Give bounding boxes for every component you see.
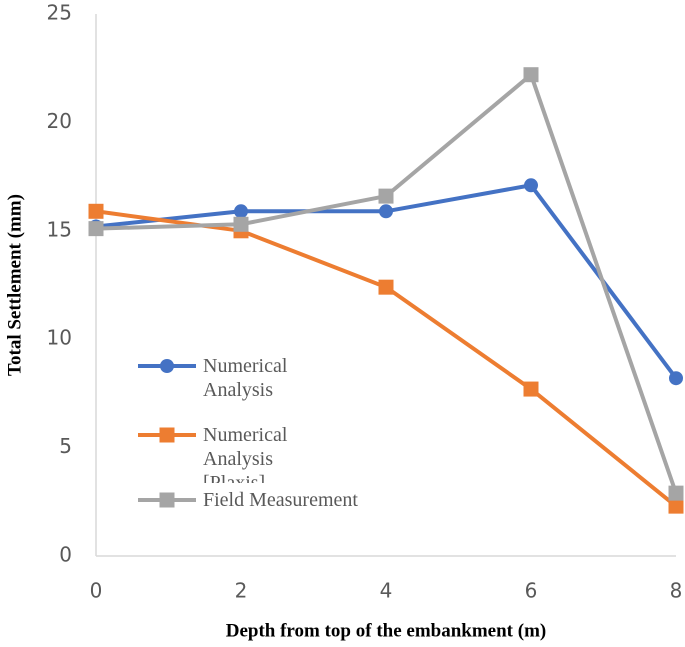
- x-tick-label: 6: [525, 579, 538, 603]
- y-tick-label: 15: [47, 217, 72, 241]
- y-tick-label: 10: [47, 326, 72, 350]
- legend-entry: Numerical Analysis: [138, 355, 288, 401]
- y-axis-title: Total Settlement (mm): [4, 194, 25, 376]
- y-tick-label: 0: [59, 543, 72, 567]
- marker: [378, 188, 394, 204]
- legend-label-box: Field Measurement: [203, 489, 358, 511]
- legend-marker: [160, 359, 174, 373]
- legend-label: Numerical Analysis [Plaxis]: [203, 424, 288, 483]
- legend-entry: Field Measurement: [138, 489, 358, 511]
- marker: [88, 221, 104, 237]
- marker: [523, 67, 539, 83]
- legend-label-box: Numerical Analysis [Plaxis]: [203, 424, 288, 483]
- marker: [233, 216, 249, 232]
- legend-label: Numerical Analysis: [203, 355, 288, 401]
- x-tick-label: 0: [90, 579, 103, 603]
- marker: [668, 485, 684, 501]
- marker: [524, 178, 538, 193]
- y-tick-label: 25: [47, 1, 72, 25]
- marker: [379, 204, 393, 219]
- marker: [234, 204, 248, 219]
- y-tick-label: 20: [47, 109, 72, 133]
- marker: [378, 279, 394, 295]
- marker: [669, 371, 683, 386]
- series: [88, 67, 684, 501]
- marker: [88, 203, 104, 219]
- legend-label: Field Measurement: [203, 489, 358, 511]
- legend-label-box: Numerical Analysis: [203, 355, 288, 401]
- y-tick-label: 5: [59, 434, 72, 458]
- x-tick-label: 4: [380, 579, 393, 603]
- marker: [523, 381, 539, 397]
- x-tick-label: 8: [670, 579, 683, 603]
- marker: [668, 498, 684, 514]
- x-tick-label: 2: [235, 579, 248, 603]
- legend-entry: Numerical Analysis [Plaxis]: [138, 424, 288, 483]
- legend-marker: [159, 492, 175, 508]
- x-axis-title: Depth from top of the embankment (m): [226, 620, 547, 641]
- legend-marker: [159, 427, 175, 443]
